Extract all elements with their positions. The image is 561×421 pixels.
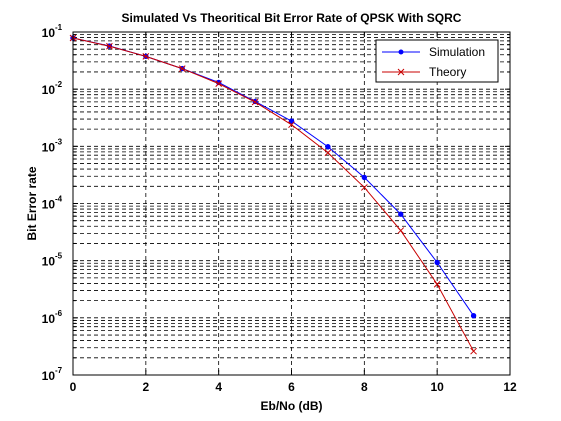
x-tick-label: 2 — [142, 380, 149, 394]
x-tick-labels: 0 2 4 6 8 10 12 — [70, 380, 517, 394]
y-tick-label: 10 — [42, 312, 56, 326]
data-point — [360, 184, 368, 191]
data-point — [178, 65, 186, 72]
y-tick-label-exponent: -4 — [55, 195, 63, 204]
legend-label-theory: Theory — [429, 65, 466, 79]
x-tick-label: 12 — [503, 380, 517, 394]
y-tick-label-base: 10 — [42, 255, 56, 269]
x-tick-label: 8 — [361, 380, 368, 394]
y-tick-label: 10 — [42, 26, 56, 40]
legend-label-simulation: Simulation — [429, 45, 485, 59]
x-tick-label: 10 — [430, 380, 444, 394]
data-point — [251, 98, 259, 106]
x-axis-label: Eb/No (dB) — [261, 399, 323, 413]
y-tick-label-base: 10 — [42, 312, 56, 326]
legend: Simulation Theory — [375, 39, 499, 83]
y-tick-label: 10 — [42, 198, 56, 212]
data-point — [288, 118, 295, 124]
y-axis-label: Bit Error rate — [25, 166, 39, 240]
y-tick-label-exponent: -1 — [55, 23, 63, 32]
y-tick-label-exponent: -3 — [55, 137, 63, 146]
data-point — [397, 227, 405, 234]
y-tick-label-base: 10 — [42, 26, 56, 40]
y-tick-label-exponent: -2 — [55, 80, 63, 89]
series-theory — [69, 34, 477, 355]
legend-box — [375, 39, 499, 83]
y-tick-label-base: 10 — [42, 369, 56, 383]
x-tick-label: 0 — [70, 380, 77, 394]
y-tick-label-exponent: -5 — [55, 252, 63, 261]
y-tick-label: 10 — [42, 140, 56, 154]
legend-marker-theory — [397, 68, 405, 76]
y-tick-label: 10 — [42, 83, 56, 97]
data-point — [325, 144, 331, 150]
y-tick-label-base: 10 — [42, 140, 56, 154]
y-tick-label: 10 — [42, 255, 56, 269]
plot-frame — [72, 31, 511, 376]
x-tick-label: 4 — [215, 380, 222, 394]
y-tick-label-base: 10 — [42, 198, 56, 212]
y-tick-label: 10 — [42, 369, 56, 383]
data-point — [142, 52, 150, 60]
data-point — [106, 42, 113, 50]
legend-marker-simulation — [398, 49, 404, 55]
data-point — [361, 174, 368, 181]
data-point — [324, 149, 332, 157]
series-line — [72, 37, 475, 352]
data-point — [434, 259, 440, 266]
data-point — [398, 211, 404, 217]
chart-title: Simulated Vs Theoritical Bit Error Rate … — [122, 11, 462, 25]
x-tick-label: 6 — [288, 380, 295, 394]
y-tick-label-exponent: -7 — [55, 366, 63, 375]
data-point — [433, 280, 441, 288]
data-point — [215, 80, 223, 87]
y-tick-label-exponent: -6 — [55, 309, 63, 318]
data-point — [470, 347, 477, 355]
data-series — [69, 34, 477, 355]
data-point — [288, 121, 295, 129]
data-point — [470, 312, 477, 319]
y-tick-labels: 10-110-210-310-410-510-610-7 — [42, 23, 63, 383]
y-tick-label-base: 10 — [42, 83, 56, 97]
